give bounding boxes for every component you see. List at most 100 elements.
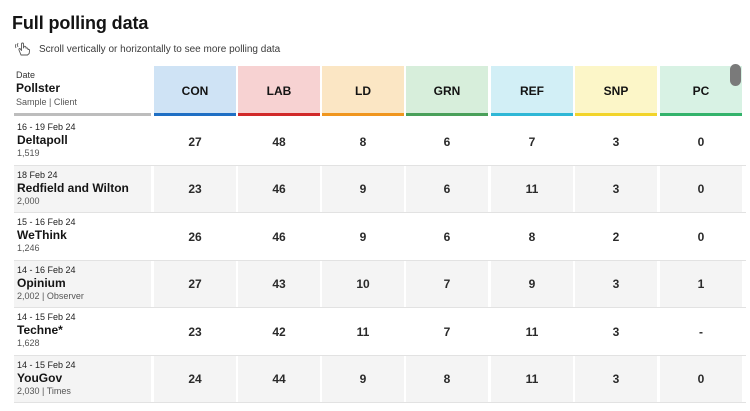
sample-size: 2,030 | Times [17,385,71,396]
vote-share-cell-grn: 7 [443,324,451,339]
party-header-ld: LD [322,66,404,116]
vote-share-cell-grn: 7 [406,260,488,308]
vote-share-cell-grn: 6 [443,229,451,244]
pollster-cell: 14 - 16 Feb 24 Opinium 2,002 | Observer [14,260,151,308]
vote-share-cell-ld: 10 [322,260,404,308]
vote-share-cell-ld: 9 [322,165,404,213]
poll-date: 14 - 15 Feb 24 [17,312,76,322]
vote-share-cell-lab: 42 [272,324,286,339]
party-header-grn: GRN [406,66,488,116]
row-divider [14,354,746,356]
vote-share-cell-grn: 6 [406,165,488,213]
pollster-name: Redfield and Wilton [17,180,129,195]
vote-share-cell-ld: 9 [322,355,404,403]
vote-share-cell-ref: 11 [491,165,573,213]
party-color-bar [154,113,236,116]
party-header-label: CON [181,84,209,98]
party-color-bar [322,113,404,116]
vote-share-cell-ref: 8 [528,229,536,244]
vote-share-cell-lab: 43 [238,260,320,308]
vote-share-cell-pc: 0 [660,355,742,403]
date-header-label: Date [16,70,36,80]
vote-share-cell-snp: 3 [575,165,657,213]
vote-share-cell-ref: 7 [528,134,536,149]
pollster-cell: 14 - 15 Feb 24 YouGov 2,030 | Times [14,355,151,403]
party-header-ref: REF [491,66,573,116]
table-row: 14 - 15 Feb 24 Techne* 1,628 23 42 11 7 11 3 - [14,308,746,356]
party-color-bar [491,113,573,116]
party-color-bar [660,113,742,116]
vote-share-cell-ref: 11 [491,355,573,403]
vote-share-cell-pc: - [699,324,703,339]
poll-date: 16 - 19 Feb 24 [17,122,76,132]
pollster-header-label: Pollster [16,81,61,95]
vote-share-cell-lab: 48 [272,134,286,149]
party-header-label: LAB [266,84,292,98]
vote-share-cell-lab: 46 [238,165,320,213]
vote-share-cell-snp: 3 [612,324,620,339]
scroll-hint: Scroll vertically or horizontally to see… [14,41,280,57]
pollster-cell: 14 - 15 Feb 24 Techne* 1,628 [14,308,151,356]
vote-share-cell-lab: 46 [272,229,286,244]
row-divider [14,402,746,403]
pollster-cell: 18 Feb 24 Redfield and Wilton 2,000 [14,165,151,213]
party-header-label: LD [355,84,371,98]
sample-size: 1,246 [17,243,40,253]
table-row: 16 - 19 Feb 24 Deltapoll 1,519 27 48 8 6 7 3 0 [14,118,746,166]
vote-share-cell-con: 23 [154,165,236,213]
vote-share-cell-con: 26 [188,229,202,244]
vote-share-cell-grn: 8 [406,355,488,403]
row-divider [14,259,746,261]
pollster-name: WeThink [17,228,67,242]
pollster-name: YouGov [17,370,63,385]
party-header-label: PC [692,84,710,98]
pollster-cell: 16 - 19 Feb 24 Deltapoll 1,519 [14,118,151,166]
vote-share-cell-con: 27 [154,260,236,308]
party-header-pc: PC [660,66,742,116]
scroll-hint-text: Scroll vertically or horizontally to see… [39,43,281,55]
header-rule [14,113,151,116]
vote-share-cell-ld: 8 [359,134,367,149]
pollster-name: Deltapoll [17,133,68,147]
hand-swipe-icon [15,42,31,56]
sample-size: 2,002 | Observer [17,290,84,301]
party-header-snp: SNP [575,66,657,116]
vote-share-cell-pc: 0 [697,134,705,149]
vote-share-cell-snp: 3 [575,260,657,308]
vote-share-cell-ld: 9 [359,229,367,244]
vote-share-cell-con: 23 [188,324,202,339]
polling-table[interactable]: Date Pollster Sample | Client CON LAB LD… [14,66,746,403]
vote-share-cell-snp: 3 [612,134,620,149]
row-divider [14,307,746,308]
vote-share-cell-ld: 11 [356,324,370,339]
pollster-name: Techne* [17,323,63,337]
sample-size: 1,628 [17,338,40,348]
pollster-name: Opinium [17,275,66,290]
party-header-con: CON [154,66,236,116]
table-row: 14 - 16 Feb 24 Opinium 2,002 | Observer 27 4… [14,260,746,308]
table-row: 18 Feb 24 Redfield and Wilton 2,000 23 46 9 6 1… [14,165,746,213]
table-header: Date Pollster Sample | Client CON LAB LD… [14,66,746,116]
vote-share-cell-grn: 6 [443,134,451,149]
table-row: 15 - 16 Feb 24 WeThink 1,246 26 46 9 6 8 2 0 [14,213,746,261]
pollster-cell: 15 - 16 Feb 24 WeThink 1,246 [14,213,151,261]
party-color-bar [406,113,488,116]
poll-date: 14 - 15 Feb 24 [17,359,76,370]
poll-date: 14 - 16 Feb 24 [17,264,76,275]
party-header-label: GRN [433,84,461,98]
vote-share-cell-pc: 0 [660,165,742,213]
poll-date: 18 Feb 24 [17,169,58,180]
party-header-label: SNP [603,84,629,98]
vote-share-cell-con: 27 [188,134,202,149]
vote-share-cell-lab: 44 [238,355,320,403]
vertical-scrollbar-thumb[interactable] [730,64,741,86]
sample-size: 2,000 [17,195,40,206]
pollster-column-header: Date Pollster Sample | Client [16,70,153,107]
party-color-bar [575,113,657,116]
vote-share-cell-ref: 9 [491,260,573,308]
party-header-lab: LAB [238,66,320,116]
vote-share-cell-pc: 0 [697,229,705,244]
poll-date: 15 - 16 Feb 24 [17,217,76,227]
party-color-bar [238,113,320,116]
vote-share-cell-snp: 3 [575,355,657,403]
